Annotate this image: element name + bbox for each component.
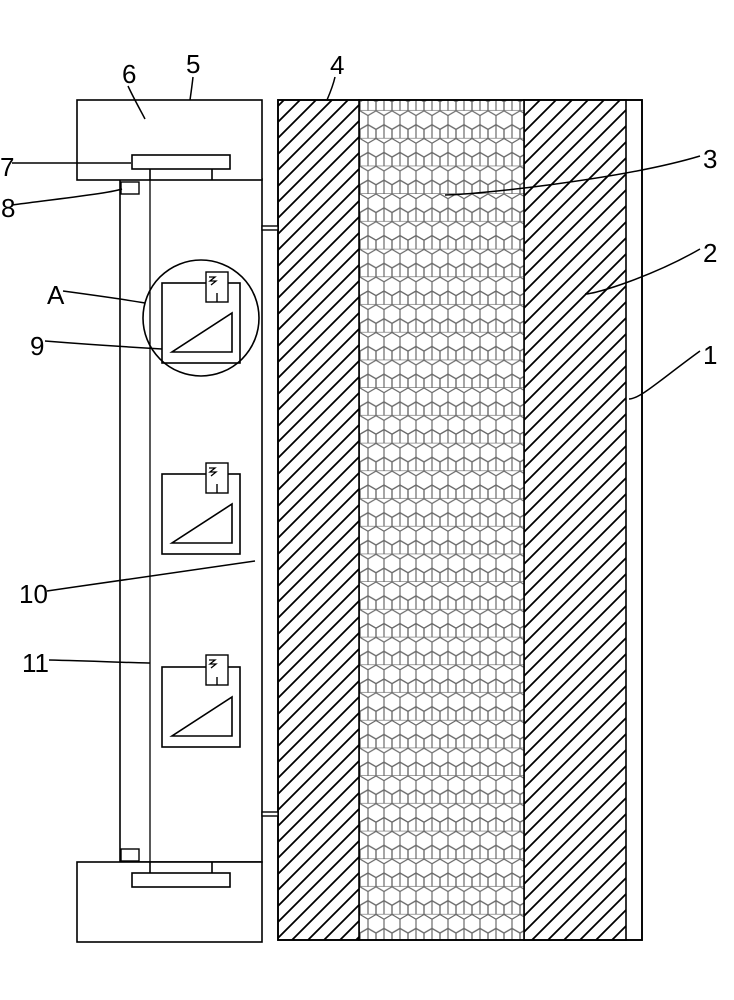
callout-label-1: 1	[703, 340, 717, 371]
callout-label-a: A	[47, 280, 64, 311]
callout-label-2: 2	[703, 238, 717, 269]
callout-label-8: 8	[1, 193, 15, 224]
callout-label-9: 9	[30, 331, 44, 362]
callout-label-11: 11	[22, 648, 49, 679]
callout-label-4: 4	[330, 50, 344, 81]
callout-label-6: 6	[122, 59, 136, 90]
callout-label-3: 3	[703, 144, 717, 175]
callout-label-5: 5	[186, 49, 200, 80]
callout-label-7: 7	[0, 152, 14, 183]
callout-label-10: 10	[19, 579, 48, 610]
